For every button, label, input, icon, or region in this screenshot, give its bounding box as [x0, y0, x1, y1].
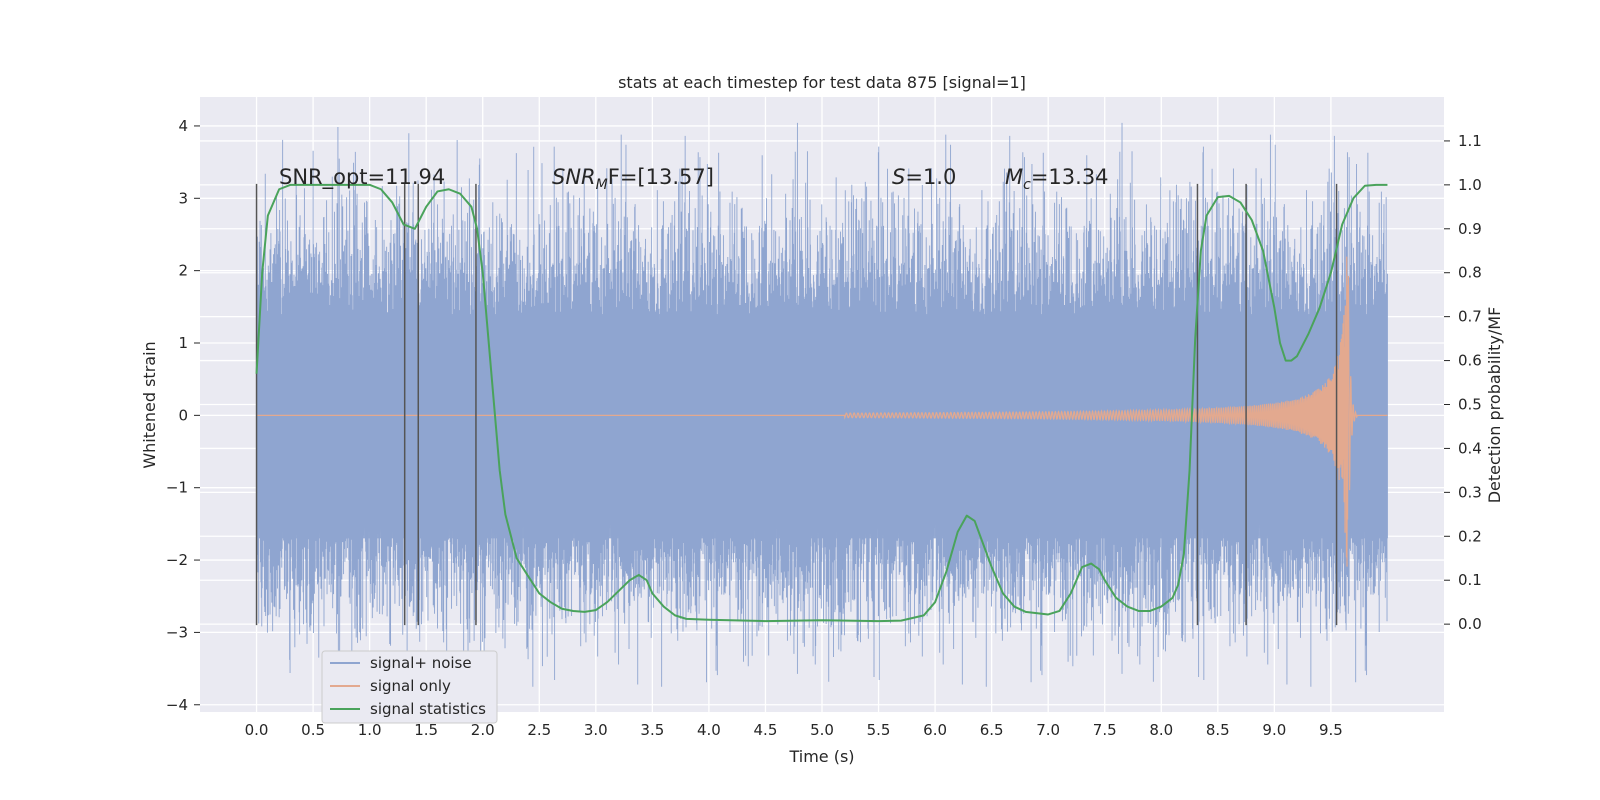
legend-box [321, 650, 498, 724]
x-tick-label: 7.5 [1093, 721, 1117, 739]
signal-trace [256, 256, 1388, 567]
x-tick-label: 5.0 [810, 721, 834, 739]
x-tick-label: 8.5 [1206, 721, 1230, 739]
x-tick-label: 9.0 [1262, 721, 1286, 739]
y2-tick-label: 0.3 [1458, 483, 1482, 501]
annotation-s-base: S [892, 165, 905, 189]
legend-label-signal-only: signal only [370, 677, 451, 695]
y2-tick-label: 0.8 [1458, 264, 1482, 282]
annotation-snr-opt: SNR_opt=11.94 [279, 165, 445, 190]
annotation-mc: Mc=13.34 [1005, 165, 1109, 193]
vertical-markers [255, 183, 1338, 626]
annotation-snr-mf-base: SNR [552, 165, 596, 189]
y2-tick-label: 0.2 [1458, 527, 1482, 545]
annotation-mc-sub: c [1023, 177, 1031, 193]
y-tick-label: 1 [178, 334, 188, 352]
x-tick-label: 6.0 [923, 721, 947, 739]
annotation-s-rest: =1.0 [905, 165, 956, 189]
x-tick-label: 2.5 [527, 721, 551, 739]
y-axis-ticks: 4 3 2 1 0 −1 −2 −3 −4 [166, 117, 200, 714]
x-tick-label: 8.0 [1149, 721, 1173, 739]
legend: signal+ noise signal only signal statist… [321, 650, 498, 724]
y-tick-label: 2 [178, 262, 188, 280]
annotation-s: S=1.0 [892, 165, 956, 189]
x-tick-label: 4.5 [754, 721, 778, 739]
legend-label-signal-statistics: signal statistics [370, 700, 486, 718]
y-axis-title: Whitened strain [140, 341, 159, 468]
x-tick-label: 5.5 [867, 721, 891, 739]
y2-axis-ticks: 1.1 1.0 0.9 0.8 0.7 0.6 0.5 0.4 0.3 0.2 0.1 0.0 [1444, 132, 1482, 633]
x-tick-label: 4.0 [697, 721, 721, 739]
x-tick-label: 0.0 [245, 721, 269, 739]
statistics-trace [255, 183, 1388, 623]
x-tick-label: 1.5 [414, 721, 438, 739]
x-tick-label: 2.0 [471, 721, 495, 739]
y2-tick-label: 1.0 [1458, 176, 1482, 194]
y2-tick-label: 0.0 [1458, 615, 1482, 633]
annotation-snr-mf: SNRMF=[13.57] [552, 165, 714, 193]
y-tick-label: 4 [178, 117, 188, 135]
y-tick-label: −1 [166, 479, 188, 497]
y-tick-label: 3 [178, 189, 188, 207]
x-tick-label: 3.0 [584, 721, 608, 739]
x-tick-label: 6.5 [980, 721, 1004, 739]
y2-tick-label: 1.1 [1458, 132, 1482, 150]
series-signal-only [256, 256, 1388, 567]
x-tick-label: 9.5 [1319, 721, 1343, 739]
y-tick-label: −3 [166, 623, 188, 641]
chart-title: stats at each timestep for test data 875… [618, 73, 1026, 92]
x-tick-label: 1.0 [358, 721, 382, 739]
annotation-mc-rest: =13.34 [1031, 165, 1109, 189]
x-axis-title: Time (s) [788, 747, 854, 766]
y2-tick-label: 0.4 [1458, 439, 1482, 457]
annotation-snr-mf-sub: M [596, 177, 608, 193]
y-tick-label: 0 [178, 406, 188, 424]
x-tick-label: 3.5 [640, 721, 664, 739]
y2-tick-label: 0.9 [1458, 220, 1482, 238]
y2-axis-title: Detection probability/MF [1485, 307, 1504, 504]
y-tick-label: −4 [166, 696, 188, 714]
y2-tick-label: 0.7 [1458, 308, 1482, 326]
legend-label-signal-noise: signal+ noise [370, 654, 472, 672]
series-signal-noise [256, 122, 1388, 687]
x-tick-label: 0.5 [301, 721, 325, 739]
y2-tick-label: 0.1 [1458, 571, 1482, 589]
x-tick-label: 7.0 [1036, 721, 1060, 739]
x-axis-ticks: 0.0 0.5 1.0 1.5 2.0 2.5 3.0 3.5 4.0 4.5 5.0 5.5 6.0 6… [245, 721, 1343, 739]
y2-tick-label: 0.6 [1458, 352, 1482, 370]
annotation-snr-mf-rest: F=[13.57] [608, 165, 714, 189]
y2-tick-label: 0.5 [1458, 396, 1482, 414]
annotation-mc-base: M [1005, 165, 1023, 189]
series-signal-statistics [255, 183, 1388, 623]
y-tick-label: −2 [166, 551, 188, 569]
